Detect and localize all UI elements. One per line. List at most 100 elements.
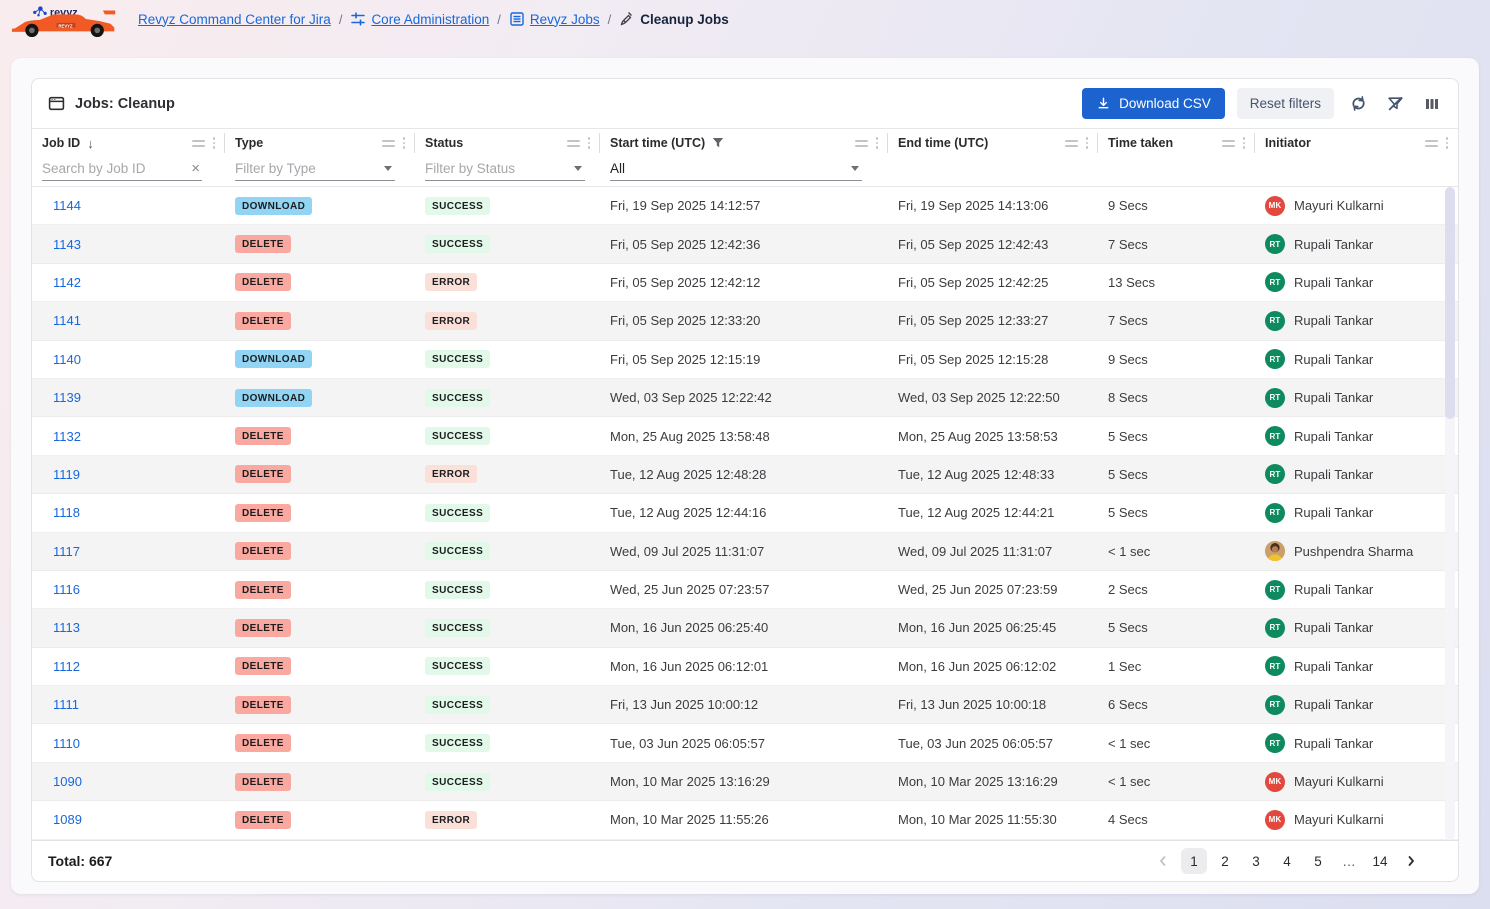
type-badge: DELETE [235,465,291,483]
clear-x-icon[interactable]: × [189,161,202,176]
table-row[interactable]: 1144 DOWNLOAD SUCCESS Fri, 19 Sep 2025 1… [32,187,1458,225]
table-row[interactable]: 1119 DELETE ERROR Tue, 12 Aug 2025 12:48… [32,456,1458,494]
sort-desc-arrow-icon[interactable]: ↓ [87,136,94,151]
column-dots-icon[interactable] [212,136,217,150]
job-id-link[interactable]: 1141 [53,313,81,328]
job-id-search-input[interactable] [42,161,189,176]
job-id-link[interactable]: 1117 [53,544,80,559]
status-filter-dropdown[interactable]: Filter by Status [425,157,585,181]
type-badge: DOWNLOAD [235,389,312,407]
job-id-link[interactable]: 1113 [53,620,80,635]
column-header-job-id[interactable]: Job ID ↓ [32,129,225,157]
column-dots-icon[interactable] [1085,136,1090,150]
job-id-link[interactable]: 1142 [53,275,81,290]
initiator-name: Rupali Tankar [1294,313,1373,328]
job-id-link[interactable]: 1110 [53,736,80,751]
page-button-4[interactable]: 4 [1274,848,1300,874]
time-taken-cell: 5 Secs [1098,505,1255,520]
breadcrumb-link[interactable]: Revyz Command Center for Jira [138,12,331,27]
initiator-name: Pushpendra Sharma [1294,544,1413,559]
refresh-button[interactable] [1346,91,1371,116]
column-menu-icon[interactable] [1425,140,1438,147]
start-time-cell: Mon, 10 Mar 2025 13:16:29 [600,774,888,789]
column-dots-icon[interactable] [587,136,592,150]
initiator-name: Mayuri Kulkarni [1294,198,1384,213]
scrollbar-thumb[interactable] [1445,187,1455,419]
start-time-filter-dropdown[interactable]: All [610,157,862,181]
download-csv-button[interactable]: Download CSV [1082,88,1225,119]
breadcrumb-item-revyz-jobs[interactable]: Revyz Jobs [509,11,600,27]
table-row[interactable]: 1110 DELETE SUCCESS Tue, 03 Jun 2025 06:… [32,724,1458,762]
status-badge: ERROR [425,312,477,330]
status-badge: SUCCESS [425,773,490,791]
column-menu-icon[interactable] [1222,140,1235,147]
initiator-name: Mayuri Kulkarni [1294,812,1384,827]
job-id-link[interactable]: 1112 [53,659,80,674]
clear-filters-button[interactable] [1383,91,1408,116]
table-row[interactable]: 1116 DELETE SUCCESS Wed, 25 Jun 2025 07:… [32,571,1458,609]
job-id-link[interactable]: 1140 [53,352,81,367]
table-row[interactable]: 1132 DELETE SUCCESS Mon, 25 Aug 2025 13:… [32,417,1458,455]
column-header-time-taken[interactable]: Time taken [1098,129,1255,157]
initiator-cell: RT Rupali Tankar [1255,426,1458,446]
column-dots-icon[interactable] [1445,136,1450,150]
table-row[interactable]: 1113 DELETE SUCCESS Mon, 16 Jun 2025 06:… [32,609,1458,647]
table-row[interactable]: 1111 DELETE SUCCESS Fri, 13 Jun 2025 10:… [32,686,1458,724]
breadcrumb-item-command-center[interactable]: Revyz Command Center for Jira [138,12,331,27]
breadcrumb-link[interactable]: Core Administration [371,12,489,27]
job-id-link[interactable]: 1119 [53,467,80,482]
filter-row: × Filter by Type Filter by Status [32,157,1458,187]
table-row[interactable]: 1142 DELETE ERROR Fri, 05 Sep 2025 12:42… [32,264,1458,302]
page-button-3[interactable]: 3 [1243,848,1269,874]
column-menu-icon[interactable] [855,140,868,147]
job-id-link[interactable]: 1143 [53,237,81,252]
breadcrumb-item-core-administration[interactable]: Core Administration [350,11,489,27]
page-button-1[interactable]: 1 [1181,848,1207,874]
jobs-table-card: Jobs: Cleanup Download CSV Reset filters [31,78,1459,882]
column-menu-icon[interactable] [192,140,205,147]
columns-button[interactable] [1420,92,1444,116]
previous-page-button[interactable] [1150,848,1176,874]
top-bar: revyz REVYZ Revyz Command Center for Jir… [0,0,1490,38]
initiator-name: Mayuri Kulkarni [1294,774,1384,789]
column-menu-icon[interactable] [567,140,580,147]
page-button-5[interactable]: 5 [1305,848,1331,874]
table-row[interactable]: 1117 DELETE SUCCESS Wed, 09 Jul 2025 11:… [32,533,1458,571]
page-button-14[interactable]: 14 [1367,848,1393,874]
table-row[interactable]: 1112 DELETE SUCCESS Mon, 16 Jun 2025 06:… [32,648,1458,686]
job-id-link[interactable]: 1090 [53,774,82,789]
column-menu-icon[interactable] [382,140,395,147]
table-row[interactable]: 1090 DELETE SUCCESS Mon, 10 Mar 2025 13:… [32,763,1458,801]
table-row[interactable]: 1143 DELETE SUCCESS Fri, 05 Sep 2025 12:… [32,225,1458,263]
table-row[interactable]: 1118 DELETE SUCCESS Tue, 12 Aug 2025 12:… [32,494,1458,532]
table-row[interactable]: 1141 DELETE ERROR Fri, 05 Sep 2025 12:33… [32,302,1458,340]
job-id-link[interactable]: 1116 [53,582,80,597]
table-row[interactable]: 1140 DOWNLOAD SUCCESS Fri, 05 Sep 2025 1… [32,341,1458,379]
column-header-start-time[interactable]: Start time (UTC) [600,129,888,157]
reset-filters-button[interactable]: Reset filters [1237,88,1334,119]
job-id-link[interactable]: 1089 [53,812,82,827]
job-id-link[interactable]: 1144 [53,198,81,213]
column-header-status[interactable]: Status [415,129,600,157]
start-time-cell: Mon, 25 Aug 2025 13:58:48 [600,429,888,444]
column-header-type[interactable]: Type [225,129,415,157]
page-button-2[interactable]: 2 [1212,848,1238,874]
table-row[interactable]: 1139 DOWNLOAD SUCCESS Wed, 03 Sep 2025 1… [32,379,1458,417]
table-vertical-scrollbar[interactable] [1445,187,1455,840]
column-menu-icon[interactable] [1065,140,1078,147]
type-filter-dropdown[interactable]: Filter by Type [235,157,395,181]
column-dots-icon[interactable] [875,136,880,150]
column-dots-icon[interactable] [402,136,407,150]
column-dots-icon[interactable] [1242,136,1247,150]
next-page-button[interactable] [1398,848,1424,874]
table-row[interactable]: 1089 DELETE ERROR Mon, 10 Mar 2025 11:55… [32,801,1458,839]
column-header-end-time[interactable]: End time (UTC) [888,129,1098,157]
time-taken-cell: 9 Secs [1098,352,1255,367]
job-id-link[interactable]: 1139 [53,390,81,405]
breadcrumb-link[interactable]: Revyz Jobs [530,12,600,27]
column-header-initiator[interactable]: Initiator [1255,129,1458,157]
job-id-link[interactable]: 1118 [53,505,80,520]
job-id-link[interactable]: 1111 [53,697,79,712]
job-id-link[interactable]: 1132 [53,429,81,444]
start-time-cell: Fri, 19 Sep 2025 14:12:57 [600,198,888,213]
